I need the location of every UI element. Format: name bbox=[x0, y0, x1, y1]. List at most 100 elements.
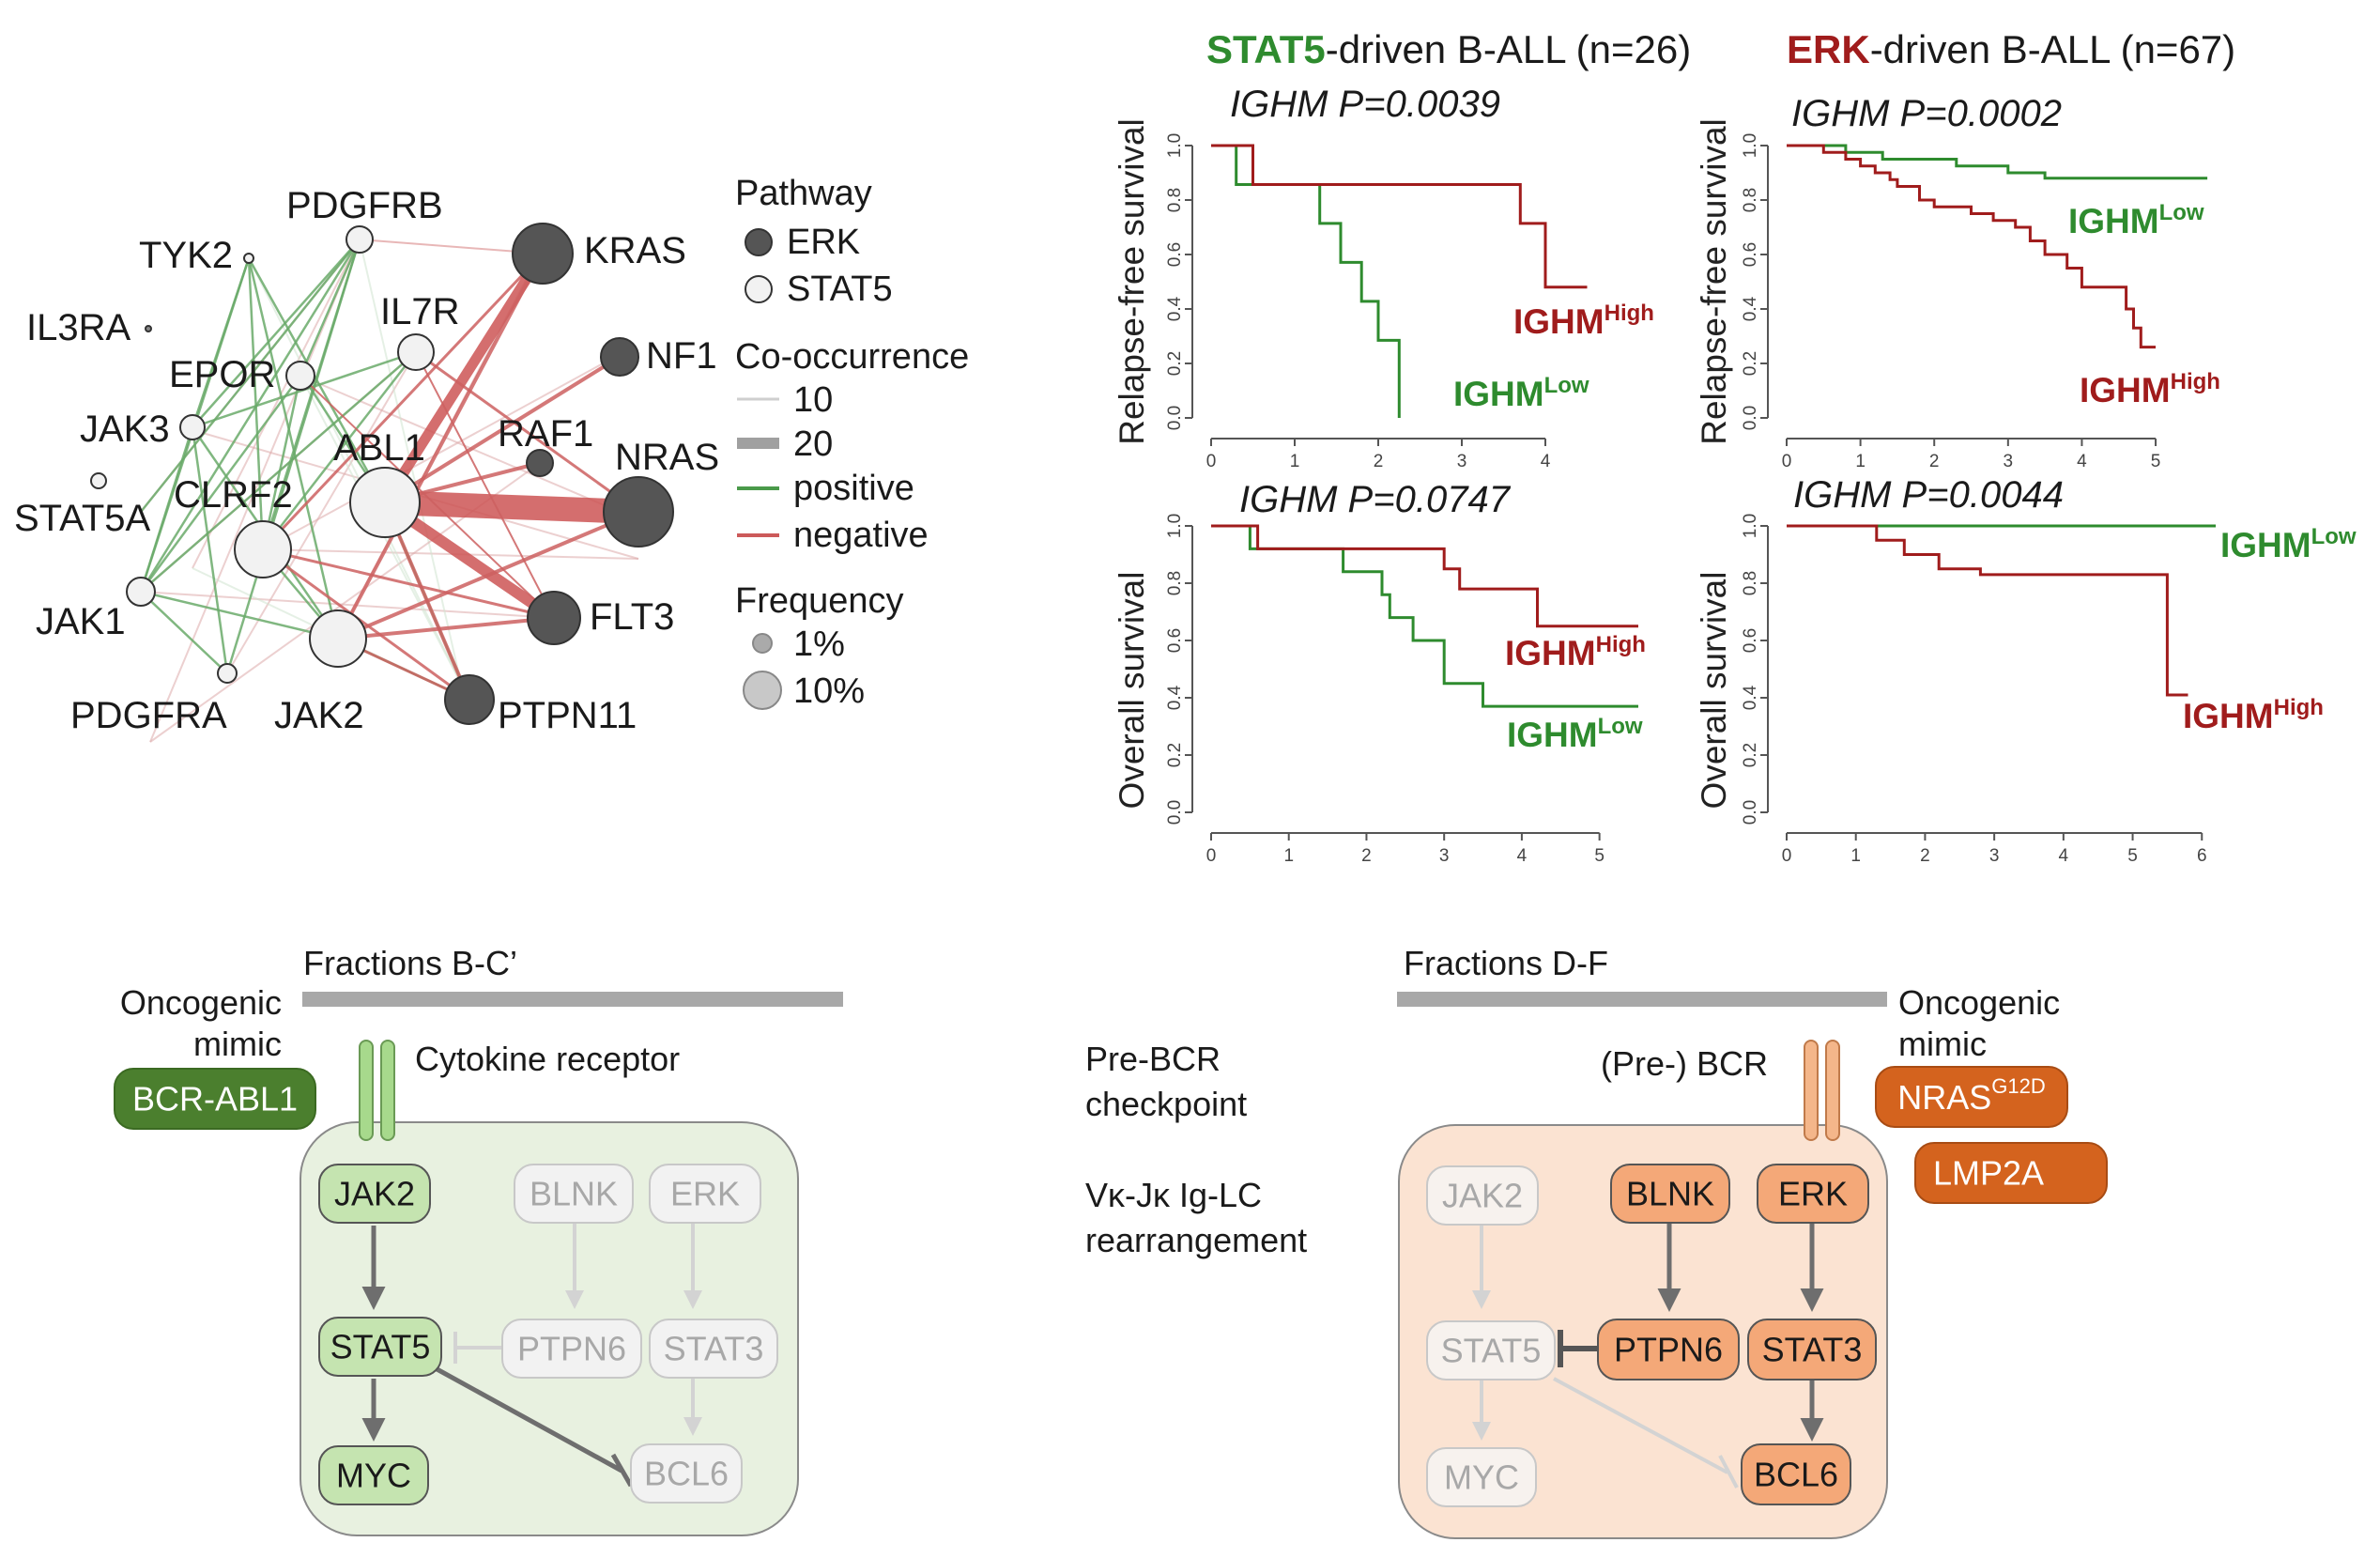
legend-cooccurrence-title: Co-occurrence bbox=[735, 337, 969, 377]
km-label-high-text: IGHM bbox=[1513, 302, 1605, 341]
node-abl1 bbox=[349, 467, 421, 538]
label-ptpn11: PTPN11 bbox=[498, 695, 637, 736]
label-jak3: JAK3 bbox=[80, 409, 170, 450]
km-y-tick-label: 1.0 bbox=[1741, 514, 1760, 538]
km-label-low-text: IGHM bbox=[2068, 202, 2159, 240]
bcr-abl1-box bbox=[114, 1068, 316, 1130]
km-y-tick-label: 0.4 bbox=[1165, 296, 1185, 321]
right-stat5-box bbox=[1426, 1320, 1556, 1381]
node-il3ra bbox=[145, 325, 152, 332]
km-y-tick-label: 0.8 bbox=[1165, 571, 1185, 595]
km-y-tick-label: 0.2 bbox=[1165, 351, 1185, 376]
km-x-tick-label: 6 bbox=[2197, 846, 2207, 866]
km-x-tick-label: 5 bbox=[1594, 846, 1605, 866]
label-pdgfra: PDGFRA bbox=[70, 695, 227, 736]
km-label-low: IGHMLow bbox=[1507, 714, 1643, 754]
label-raf1: RAF1 bbox=[498, 413, 593, 455]
lmp2a-box bbox=[1914, 1142, 2108, 1204]
km-x-tick-label: 1 bbox=[1283, 846, 1294, 866]
right-jak2-box bbox=[1426, 1165, 1539, 1226]
km-y-tick-label: 0.6 bbox=[1741, 628, 1760, 653]
km-y-axis-label: Relapse-free survival bbox=[1113, 118, 1151, 445]
km-label-high-text: IGHM bbox=[2183, 697, 2274, 735]
km-label-high-text: IGHM bbox=[2080, 371, 2171, 409]
km-x-tick-label: 5 bbox=[2151, 452, 2161, 471]
km-y-tick-label: 0.6 bbox=[1165, 242, 1185, 267]
legend-pathway-title: Pathway bbox=[735, 174, 872, 213]
node-jak2 bbox=[309, 609, 367, 668]
node-raf1 bbox=[526, 449, 554, 477]
km-label-high-text: IGHM bbox=[1505, 634, 1596, 672]
left-oncogenic-line1: Oncogenic bbox=[120, 983, 282, 1022]
erk-title-bold: ERK bbox=[1787, 27, 1870, 71]
legend-10-label: 10 bbox=[793, 380, 833, 420]
km-p-text: P=0.0747 bbox=[1337, 479, 1511, 520]
legend-erk-label: ERK bbox=[787, 223, 860, 262]
km-x-tick-label: 2 bbox=[1929, 452, 1940, 471]
right-jak2-label: JAK2 bbox=[1442, 1177, 1523, 1215]
right-erk-label: ERK bbox=[1778, 1175, 1848, 1213]
stat5-title-bold: STAT5 bbox=[1206, 27, 1326, 71]
right-ptpn6-label: PTPN6 bbox=[1614, 1331, 1723, 1369]
km-y-tick-label: 0.2 bbox=[1741, 351, 1760, 376]
nras-g12d-label: NRASG12D bbox=[1897, 1074, 2046, 1117]
erk-cohort-title: ERK-driven B-ALL (n=67) bbox=[1787, 27, 2235, 71]
left-stat3-label: STAT3 bbox=[664, 1330, 764, 1368]
node-pdgfra bbox=[217, 663, 238, 684]
km-x-tick-label: 3 bbox=[2004, 452, 2014, 471]
km-label-low-text: IGHM bbox=[1507, 716, 1598, 754]
label-flt3: FLT3 bbox=[590, 596, 674, 638]
label-abl1: ABL1 bbox=[333, 427, 425, 469]
node-pdgfrb bbox=[345, 225, 374, 254]
rearrangement-line1: Vκ-Jκ Ig-LC bbox=[1085, 1176, 1262, 1214]
km-y-tick-label: 0.8 bbox=[1741, 571, 1760, 595]
km-curve-ighm-high bbox=[1211, 524, 1638, 628]
km-label-low: IGHMLow bbox=[2068, 200, 2204, 240]
left-erk-box bbox=[649, 1164, 761, 1224]
km-gene: IGHM bbox=[1793, 474, 1892, 516]
left-fractions-bar bbox=[302, 992, 843, 1007]
right-blnk-label: BLNK bbox=[1626, 1175, 1714, 1213]
node-flt3 bbox=[527, 591, 581, 645]
nras-text: NRAS bbox=[1897, 1078, 1991, 1117]
km-label-low: IGHMLow bbox=[2220, 524, 2357, 564]
km-x-tick-label: 0 bbox=[1206, 846, 1217, 866]
label-il7r: IL7R bbox=[380, 291, 460, 332]
km-x-tick-label: 0 bbox=[1206, 452, 1217, 471]
node-il7r bbox=[397, 333, 435, 371]
left-myc-box bbox=[318, 1445, 429, 1505]
legend-20-label: 20 bbox=[793, 424, 833, 464]
km-y-axis-label: Overall survival bbox=[1695, 572, 1733, 810]
pre-bcr-receptor-icon bbox=[1804, 1040, 1840, 1141]
km-label-high-sup: High bbox=[1596, 632, 1646, 657]
km-y-tick-label: 0.8 bbox=[1165, 188, 1185, 212]
km-gene: IGHM bbox=[1791, 93, 1890, 134]
legend-frequency-title: Frequency bbox=[735, 581, 904, 621]
legend-10pct-swatch bbox=[743, 671, 782, 710]
km-p-value: IGHM P=0.0039 bbox=[1230, 84, 1500, 125]
km-label-low-text: IGHM bbox=[2220, 526, 2311, 564]
km-label-low-text: IGHM bbox=[1453, 375, 1544, 413]
label-epor: EPOR bbox=[169, 354, 275, 395]
node-nras bbox=[603, 476, 674, 548]
km-x-tick-label: 4 bbox=[1541, 452, 1551, 471]
pre-bcr-label: (Pre-) BCR bbox=[1601, 1044, 1768, 1083]
km-panel-container: 0.0 0.2 0.4 0.6 0.8 1.0 0 1 2 3 4 Relapse-free surv… bbox=[1113, 84, 2357, 866]
node-nf1 bbox=[600, 337, 639, 377]
node-stat5a bbox=[90, 472, 107, 489]
km-y-tick-label: 0.2 bbox=[1741, 743, 1760, 767]
network-edges bbox=[139, 239, 639, 743]
km-y-tick-label: 0.2 bbox=[1165, 743, 1185, 767]
legend-positive-label: positive bbox=[793, 469, 914, 508]
right-bcl6-label: BCL6 bbox=[1754, 1456, 1838, 1494]
right-ptpn6-box bbox=[1597, 1319, 1740, 1381]
km-y-tick-label: 0.6 bbox=[1165, 628, 1185, 653]
km-y-tick-label: 1.0 bbox=[1741, 133, 1760, 158]
node-jak3 bbox=[179, 414, 206, 440]
km-label-high: IGHMHigh bbox=[2183, 695, 2324, 735]
right-blnk-box bbox=[1610, 1164, 1730, 1224]
left-bcl6-label: BCL6 bbox=[644, 1455, 729, 1493]
km-curve-ighm-high bbox=[1787, 524, 2188, 697]
km-label-high-sup: High bbox=[2274, 695, 2324, 720]
